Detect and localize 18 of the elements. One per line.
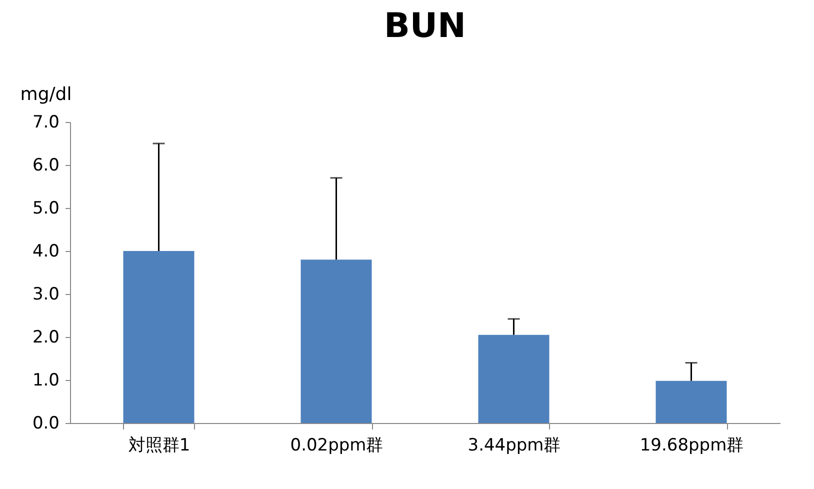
y-tick-label: 5.0: [32, 198, 60, 218]
x-tick-label: 19.68ppm群: [640, 436, 744, 456]
y-axis-title: mg/dl: [20, 84, 72, 105]
bar: [123, 251, 194, 423]
x-tick-label: 3.44ppm群: [468, 436, 561, 456]
y-tick-label: 0.0: [32, 414, 60, 434]
x-tick-label: 対照群1: [128, 436, 190, 456]
y-tick-label: 7.0: [32, 112, 60, 132]
chart-title: BUN: [384, 6, 466, 46]
y-tick-label: 2.0: [32, 328, 60, 348]
y-tick-label: 3.0: [32, 284, 60, 304]
bar: [300, 260, 372, 423]
y-tick-label: 4.0: [32, 242, 60, 262]
x-tick-label: 0.02ppm群: [290, 436, 384, 456]
bar: [478, 334, 550, 423]
y-tick-label: 6.0: [32, 156, 60, 176]
y-tick-label: 1.0: [32, 370, 60, 390]
bar: [656, 380, 727, 423]
